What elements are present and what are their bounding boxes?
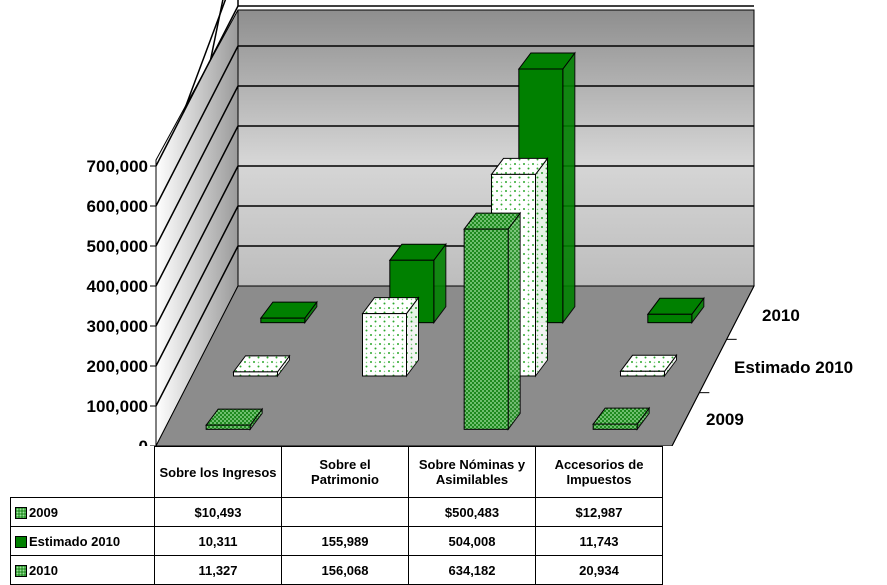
table-cell: 155,989 [281,526,409,556]
chart-3d-bars: 0 100,000 200,000 300,000 400,000 500,000 600,… [87,0,853,446]
y-axis: 0 100,000 200,000 300,000 400,000 500,000 600,… [87,157,157,446]
bar [463,211,522,431]
y-tick-label: 400,000 [87,277,148,296]
bar-front [205,424,251,430]
table-cell: 20,934 [535,555,663,585]
bar [619,353,678,378]
legend-swatch-icon [15,565,27,578]
bar [388,242,447,325]
series-legend-2010: 2010 [10,555,155,585]
depth-label: Estimado 2010 [734,358,853,377]
category-header: Sobre los Ingresos [154,446,282,498]
table-cell: 504,008 [408,526,536,556]
gridline [182,0,227,113]
bar-front [647,313,693,324]
gridline [155,85,239,247]
bar [361,296,420,378]
bar [232,354,291,378]
bar-front [620,370,665,377]
bar [205,407,264,431]
table-row: 2010 11,327 156,068 634,182 20,934 [10,555,663,585]
gridlines [155,0,754,407]
legend-swatch-icon [15,507,27,520]
y-tick-label: 200,000 [87,357,148,376]
y-tick-label: 500,000 [87,237,148,256]
table-corner [11,447,155,498]
bar-front [463,228,509,430]
bar-side [507,211,521,431]
legend-swatch-icon [15,536,27,549]
depth-label: 2009 [706,410,744,429]
depth-axis: 2009 Estimado 2010 2010 [671,285,853,446]
table-cell: 156,068 [281,555,409,585]
gridline [155,125,239,287]
table-cell [281,497,409,527]
category-header: Accesorios de Impuestos [535,446,663,498]
gridline [155,45,239,207]
bar-front [592,423,638,430]
gridline [209,0,224,60]
data-table: Sobre los Ingresos Sobre el Patrimonio S… [10,446,663,585]
table-cell: 10,311 [154,526,282,556]
table-row: 2009 $10,493 $500,483 $12,987 [10,497,663,527]
table-cell: 11,327 [154,555,282,585]
table-cell: 634,182 [408,555,536,585]
depth-axis-line [671,285,755,446]
y-tick-label: 600,000 [87,197,148,216]
bar-front [362,313,407,377]
gridline [155,205,239,367]
series-name: Estimado 2010 [29,533,121,549]
bar-side [535,156,548,378]
series-legend-estimado-2010: Estimado 2010 [10,526,155,556]
bar [646,296,705,325]
bar [592,406,651,431]
table-cell: 11,743 [535,526,663,556]
bar-front [260,317,306,324]
y-tick-label: 700,000 [87,157,148,176]
y-tick-label: 100,000 [87,397,148,416]
table-cell: $10,493 [154,497,282,527]
depth-label: 2010 [762,306,800,325]
series-name: 2010 [29,562,58,578]
category-header: Sobre Nóminas y Asimilables [408,446,536,498]
gridline [155,5,239,167]
series-legend-2009: 2009 [10,497,155,527]
gridline [155,245,239,407]
table-row: Estimado 2010 10,311 155,989 504,008 11,… [10,526,663,556]
bar [259,300,318,325]
bars [205,51,705,431]
category-header: Sobre el Patrimonio [281,446,409,498]
table-header-row: Sobre los Ingresos Sobre el Patrimonio S… [11,446,663,498]
bar-side [562,51,576,325]
gridline [155,165,239,327]
y-tick-label: 300,000 [87,317,148,336]
table-cell: $500,483 [408,497,536,527]
table-cell: $12,987 [535,497,663,527]
bar-front [233,371,278,377]
y-tick-label: 0 [139,437,148,446]
series-name: 2009 [29,504,58,520]
